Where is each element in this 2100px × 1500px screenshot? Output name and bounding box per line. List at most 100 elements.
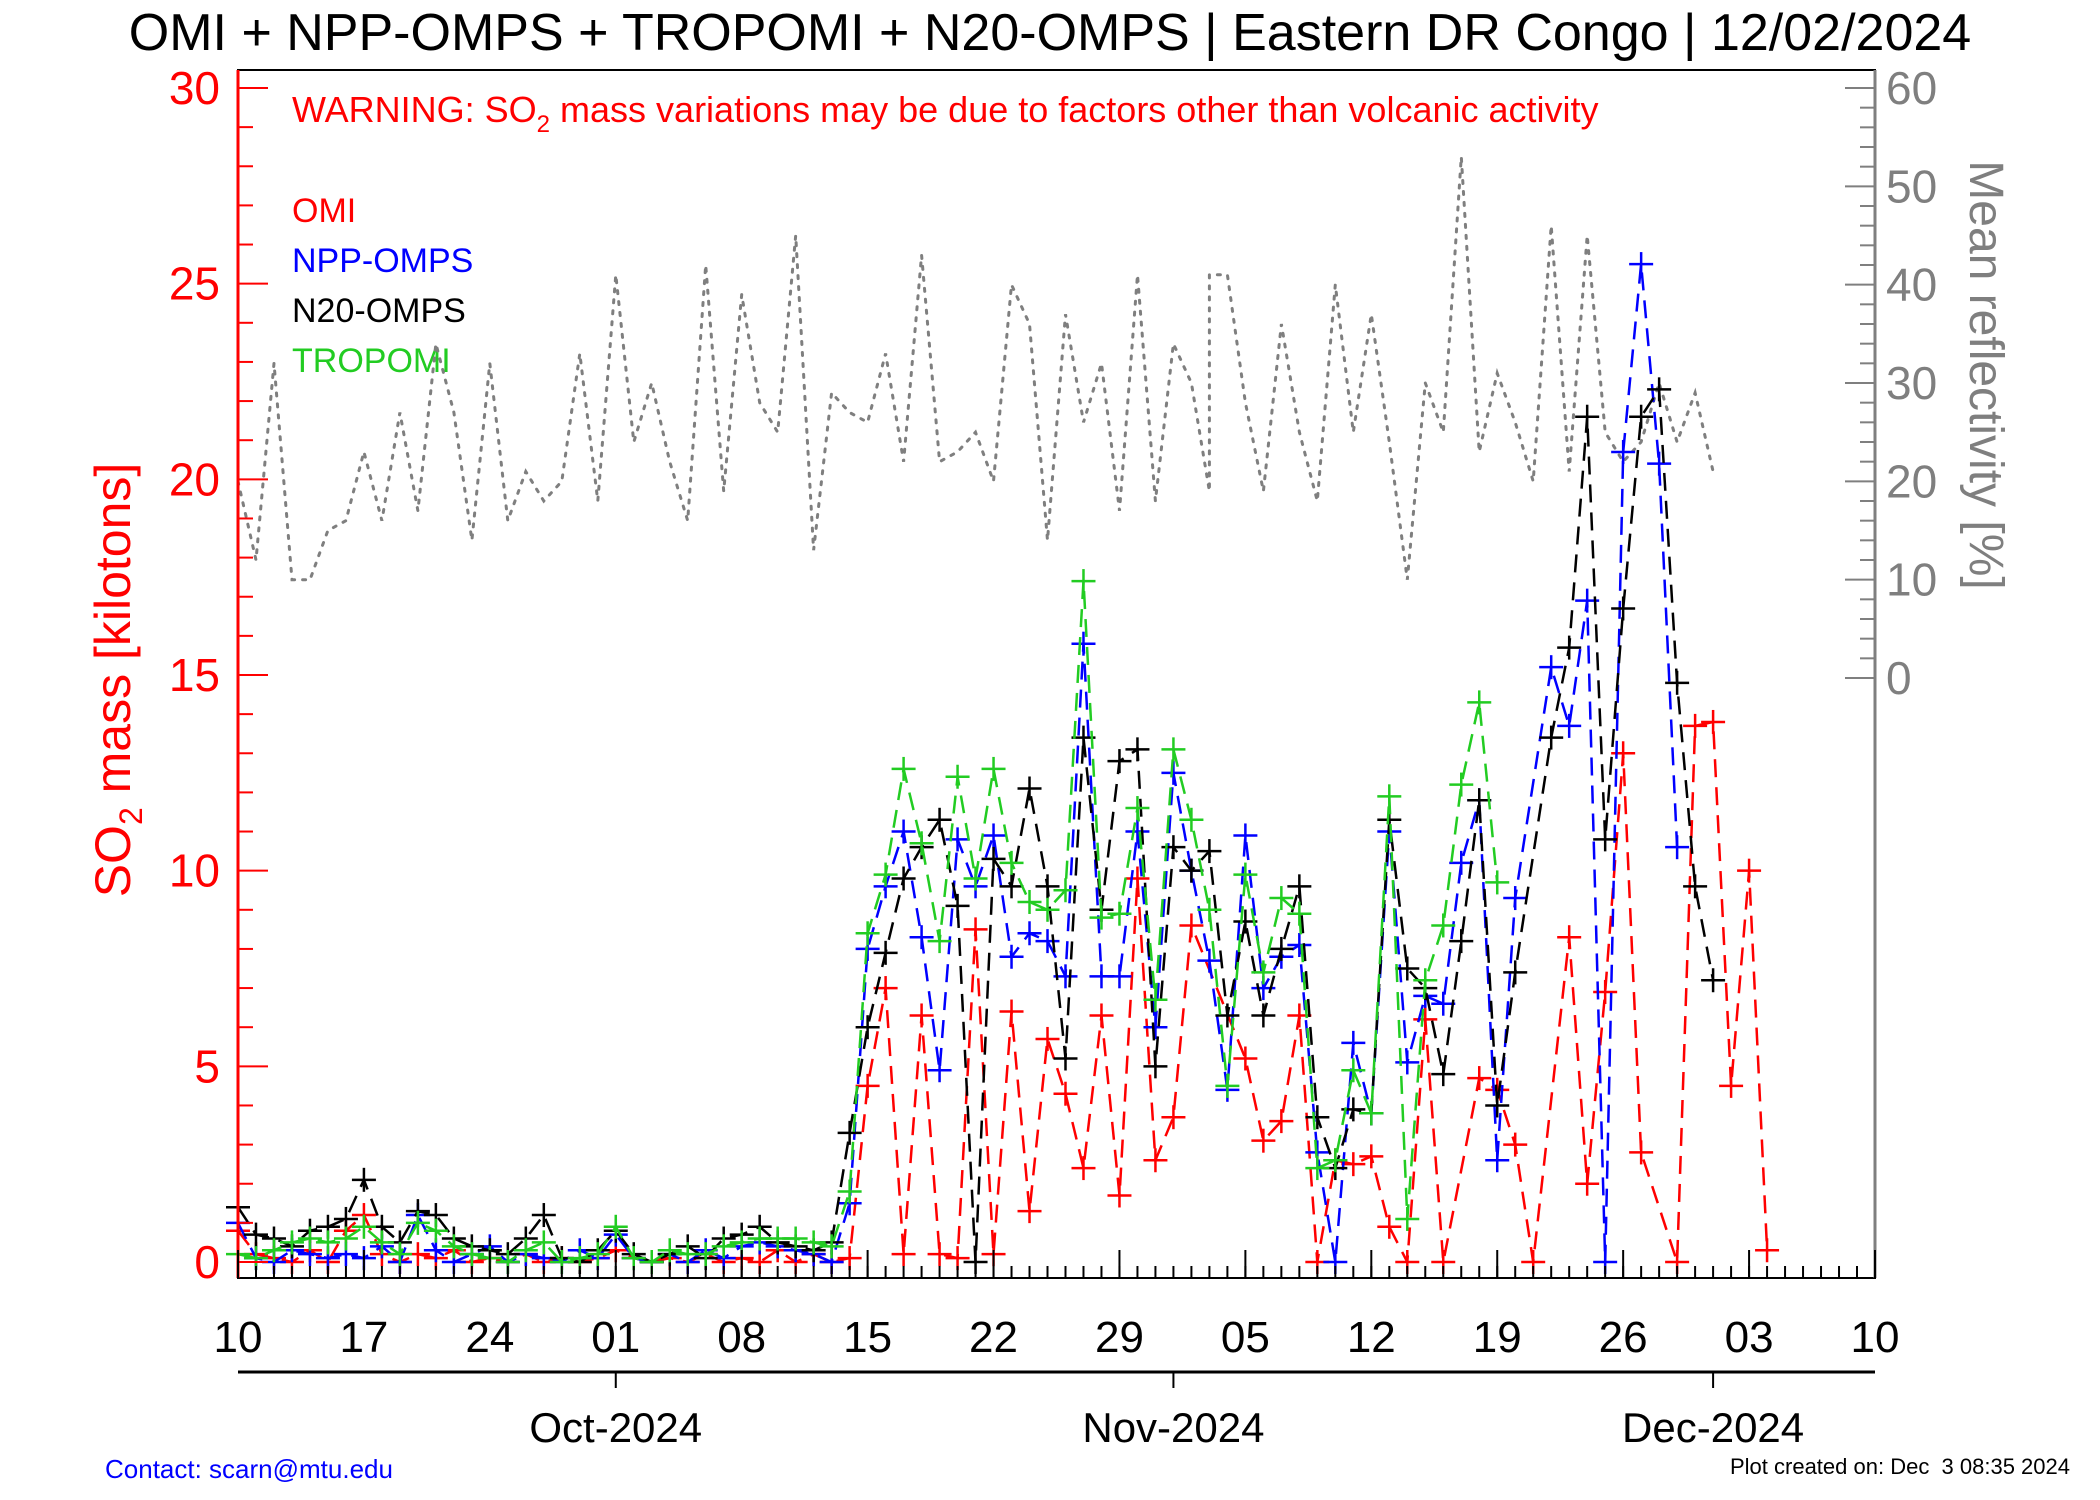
n20-omps-point (891, 866, 916, 891)
omi-point (1161, 1105, 1186, 1130)
omi-point (1683, 713, 1708, 738)
tropomi-point (315, 1230, 340, 1255)
npp-omps-point (1395, 1050, 1420, 1075)
y-tick-label-left: 20 (169, 453, 220, 505)
omi-point (963, 917, 988, 942)
tropomi-point (1395, 1206, 1420, 1231)
x-tick-label: 01 (591, 1313, 640, 1362)
npp-omps-point (1557, 713, 1582, 738)
n20-omps-point (1017, 776, 1042, 801)
tropomi-point (837, 1179, 862, 1204)
n20-omps-point (945, 893, 970, 918)
legend-item-n20-omps: N20-OMPS (292, 292, 466, 330)
omi-point (1359, 1144, 1384, 1169)
x-axis-ticks: 10 17 24 01 08 15 22 29 05 12 19 26 03 10 (214, 1250, 1900, 1362)
month-label: Nov-2024 (1082, 1404, 1264, 1451)
n20-omps-point (1611, 596, 1636, 621)
n20-omps-point (1287, 874, 1312, 899)
tropomi-point (531, 1230, 556, 1255)
y-tick-label-right: 60 (1886, 62, 1937, 114)
omi-point (1251, 1128, 1276, 1153)
omi-point (927, 1242, 952, 1267)
tropomi-point (369, 1230, 394, 1255)
npp-omps-point (927, 1058, 952, 1083)
n20-omps-point (1683, 874, 1708, 899)
n20-omps-point (1647, 377, 1672, 402)
omi-point (1071, 1156, 1096, 1181)
tropomi-point (1143, 987, 1168, 1012)
npp-omps-point (1071, 631, 1096, 656)
tropomi-point (1071, 569, 1096, 594)
n20-omps-point (1179, 858, 1204, 883)
omi-point (909, 1003, 934, 1028)
tropomi-point (603, 1214, 628, 1239)
x-tick-label: 10 (1851, 1313, 1900, 1362)
tropomi-point (693, 1242, 718, 1267)
n20-omps-point (1053, 1046, 1078, 1071)
omi-line (237, 720, 1769, 1267)
n20-omps-point (1197, 839, 1222, 864)
n20-omps-point (1215, 1003, 1240, 1028)
tropomi-point (999, 850, 1024, 875)
reflectivity-layer (236, 156, 1715, 582)
omi-point (1269, 1109, 1294, 1134)
omi-point (1035, 1026, 1060, 1051)
tropomi-point (909, 831, 934, 856)
omi-point (1503, 1132, 1528, 1157)
tropomi-point (1179, 807, 1204, 832)
omi-point (1377, 1214, 1402, 1239)
npp-omps-point (1197, 948, 1222, 973)
omi-point (1143, 1148, 1168, 1173)
reflectivity-line (236, 156, 1715, 582)
npp-omps-line (236, 263, 1679, 1265)
tropomi-point (261, 1238, 286, 1263)
omi-point (1575, 1171, 1600, 1196)
n20-omps-point (531, 1203, 556, 1228)
npp-omps-point (891, 819, 916, 844)
tropomi-point (1413, 968, 1438, 993)
npp-omps-point (981, 823, 1006, 848)
tropomi-point (1377, 784, 1402, 809)
tropomi-point (1485, 870, 1510, 895)
series-omi (226, 709, 1780, 1274)
tropomi-point (981, 756, 1006, 781)
n20-omps-point (1431, 1062, 1456, 1087)
omi-point (1701, 709, 1726, 734)
n20-omps-point (1503, 960, 1528, 985)
tropomi-point (657, 1238, 682, 1263)
n20-omps-point (1467, 788, 1492, 813)
y-tick-label-left: 5 (194, 1040, 220, 1092)
legend-item-tropomi: TROPOMI (292, 342, 451, 380)
legend-item-omi: OMI (292, 192, 356, 230)
tropomi-point (1089, 905, 1114, 930)
omi-point (1413, 1007, 1438, 1032)
tropomi-point (945, 764, 970, 789)
omi-point (1629, 1140, 1654, 1165)
tropomi-point (1467, 690, 1492, 715)
plot-frame (237, 69, 1876, 1279)
tropomi-point (1017, 889, 1042, 914)
npp-omps-point (999, 944, 1024, 969)
tropomi-point (351, 1214, 376, 1239)
x-tick-label: 15 (843, 1313, 892, 1362)
npp-omps-point (1035, 929, 1060, 954)
tropomi-point (387, 1242, 412, 1267)
npp-omps-point (1287, 933, 1312, 958)
tropomi-point (1251, 960, 1276, 985)
npp-omps-point (1629, 252, 1654, 277)
omi-point (1089, 1003, 1114, 1028)
tropomi-point (1449, 772, 1474, 797)
npp-omps-point (1107, 964, 1132, 989)
n20-omps-point (1593, 827, 1618, 852)
x-tick-label: 19 (1473, 1313, 1522, 1362)
n20-omps-line (236, 385, 1715, 1264)
tropomi-point (783, 1226, 808, 1251)
x-tick-label: 08 (717, 1313, 766, 1362)
tropomi-point (819, 1234, 844, 1259)
tropomi-point (1053, 878, 1078, 903)
y-tick-label-left: 0 (194, 1236, 220, 1288)
tropomi-point (1107, 901, 1132, 926)
x-tick-label: 05 (1221, 1313, 1270, 1362)
n20-omps-point (1629, 404, 1654, 429)
